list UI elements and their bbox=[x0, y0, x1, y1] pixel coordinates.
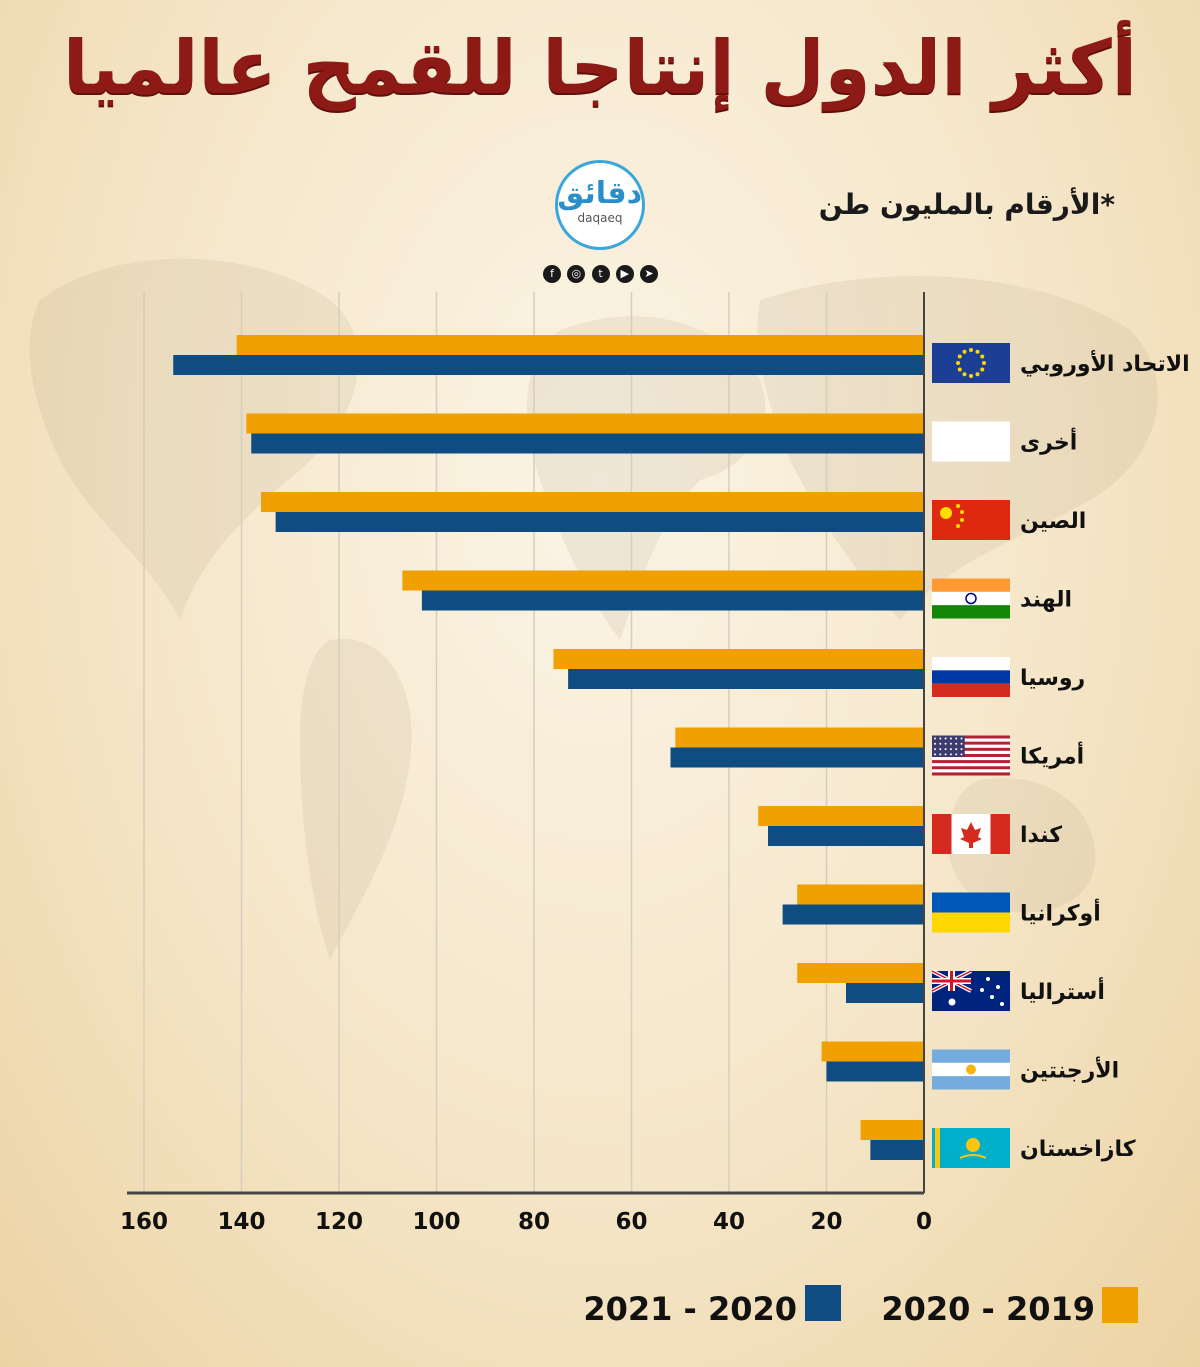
bar-2019-2020 bbox=[236, 335, 924, 355]
bar-2020-2021 bbox=[826, 1061, 924, 1082]
australia-flag-icon bbox=[931, 969, 1010, 1011]
russia-flag-icon bbox=[932, 657, 1010, 697]
ukraine-flag-icon bbox=[932, 892, 1010, 933]
category-label: الصين bbox=[1020, 509, 1086, 534]
kazakhstan-flag-icon bbox=[932, 1128, 1010, 1168]
bar-2020-2021 bbox=[670, 747, 924, 768]
bar-2020-2021 bbox=[870, 1140, 924, 1160]
x-tick-label: 0 bbox=[916, 1209, 932, 1235]
bar-2019-2020 bbox=[261, 492, 924, 512]
x-tick-label: 40 bbox=[713, 1209, 745, 1235]
category-label: الهند bbox=[1020, 588, 1072, 613]
logo-arabic-text: دقائق bbox=[557, 176, 642, 211]
bar-2020-2021 bbox=[421, 590, 924, 611]
bar-2020-2021 bbox=[251, 433, 924, 454]
category-label: أوكرانيا bbox=[1020, 898, 1101, 927]
bar-2020-2021 bbox=[846, 983, 924, 1003]
youtube-icon[interactable]: ▶ bbox=[615, 265, 634, 283]
unit-note: *الأرقام بالمليون طن bbox=[818, 188, 1115, 221]
category-label: الاتحاد الأوروبي bbox=[1020, 349, 1190, 377]
x-tick-label: 60 bbox=[615, 1209, 647, 1235]
bar-2019-2020 bbox=[553, 649, 924, 669]
other-flag-icon bbox=[932, 421, 1010, 462]
bar-2020-2021 bbox=[173, 355, 924, 375]
legend-swatch-2020-2021 bbox=[805, 1285, 841, 1321]
x-tick-label: 100 bbox=[412, 1209, 460, 1235]
china-flag-icon bbox=[932, 500, 1010, 540]
bar-2019-2020 bbox=[797, 884, 924, 905]
legend-label-2019-2020: 2020 - 2019 bbox=[881, 1290, 1095, 1328]
twitter-icon[interactable]: t bbox=[591, 265, 610, 283]
x-tick-label: 20 bbox=[810, 1209, 842, 1235]
bar-2019-2020 bbox=[860, 1120, 924, 1140]
bar-2019-2020 bbox=[246, 413, 924, 434]
bar-2019-2020 bbox=[821, 1041, 924, 1062]
x-tick-label: 140 bbox=[217, 1209, 265, 1235]
legend-swatch-2019-2020 bbox=[1102, 1287, 1138, 1323]
x-tick-label: 120 bbox=[315, 1209, 363, 1235]
category-label: روسيا bbox=[1020, 666, 1085, 691]
argentina-flag-icon bbox=[932, 1049, 1010, 1090]
bar-2019-2020 bbox=[402, 570, 924, 591]
bar-2019-2020 bbox=[675, 727, 924, 748]
usa-flag-icon bbox=[932, 735, 1010, 776]
legend-label-2020-2021: 2021 - 2020 bbox=[583, 1290, 797, 1328]
category-label: كازاخستان bbox=[1020, 1137, 1136, 1162]
bar-2020-2021 bbox=[782, 904, 924, 925]
logo-latin-text: daqaeq bbox=[577, 211, 623, 225]
telegram-icon[interactable]: ➤ bbox=[640, 265, 658, 283]
canada-flag-icon bbox=[932, 814, 1010, 854]
x-tick-label: 160 bbox=[120, 1209, 168, 1235]
chart-title: أكثر الدول إنتاجا للقمح عالميا bbox=[63, 25, 1137, 111]
category-label: كندا bbox=[1020, 823, 1062, 848]
india-flag-icon bbox=[932, 578, 1010, 619]
category-label: الأرجنتين bbox=[1020, 1056, 1119, 1084]
bar-2019-2020 bbox=[797, 963, 924, 983]
instagram-icon[interactable]: ◎ bbox=[567, 265, 586, 283]
x-tick-label: 80 bbox=[518, 1209, 550, 1235]
category-label: أخرى bbox=[1020, 427, 1077, 456]
category-label: أمريكا bbox=[1020, 741, 1084, 770]
bar-2020-2021 bbox=[275, 512, 924, 532]
social-icons: f ◎ t ▶ ➤ bbox=[543, 265, 658, 285]
facebook-icon[interactable]: f bbox=[543, 265, 561, 283]
category-label: أستراليا bbox=[1020, 976, 1105, 1005]
bar-2020-2021 bbox=[768, 826, 924, 846]
daqaeq-logo[interactable]: دقائق daqaeq bbox=[555, 160, 645, 250]
bar-2020-2021 bbox=[568, 669, 924, 689]
bar-2019-2020 bbox=[758, 806, 924, 826]
eu-flag-icon bbox=[932, 343, 1010, 383]
